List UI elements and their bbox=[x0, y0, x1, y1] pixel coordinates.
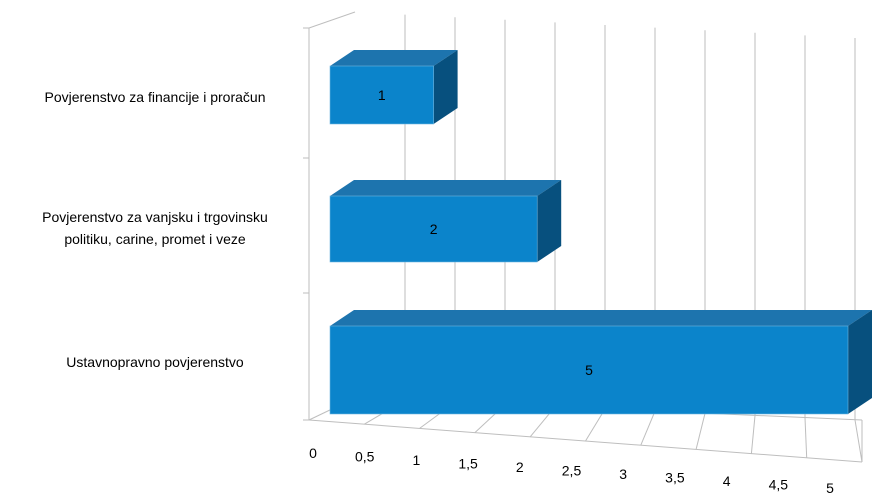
top-edge bbox=[308, 11, 356, 29]
x-tick-label: 4 bbox=[723, 473, 731, 489]
data-label: 2 bbox=[430, 221, 438, 237]
category-labels: Povjerenstvo za financije i proračun Povj… bbox=[42, 89, 268, 370]
bar-side-face bbox=[537, 180, 562, 262]
category-label: Ustavnopravno povjerenstvo bbox=[66, 354, 244, 370]
floor-gridline bbox=[640, 411, 656, 446]
x-tick-label: 0,5 bbox=[355, 449, 375, 465]
category-label-line: politiku, carine, promet i veze bbox=[64, 231, 246, 247]
x-tick-label: 3,5 bbox=[665, 470, 685, 486]
bar-front-face bbox=[329, 195, 538, 263]
x-tick-label: 1,5 bbox=[458, 456, 478, 472]
x-tick-label: 2 bbox=[516, 459, 524, 475]
bar-3: 5 bbox=[329, 310, 872, 415]
x-tick-label: 2,5 bbox=[562, 463, 582, 479]
category-label-line: Povjerenstvo za financije i proračun bbox=[44, 89, 265, 105]
bar-top-face bbox=[330, 180, 562, 196]
data-label: 5 bbox=[585, 362, 593, 378]
x-tick-label: 5 bbox=[826, 480, 834, 493]
category-label-line: Povjerenstvo za vanjsku i trgovinsku bbox=[42, 209, 268, 225]
floor-gridline bbox=[804, 417, 808, 458]
bar-top-face bbox=[330, 50, 458, 66]
floor-gridline bbox=[854, 419, 863, 463]
bar-front-face bbox=[329, 325, 849, 415]
bar-side-face bbox=[848, 310, 872, 414]
bar-front-face bbox=[329, 65, 434, 125]
floor-gridline bbox=[695, 413, 706, 450]
floor-gridline bbox=[750, 415, 756, 454]
bar-side-face bbox=[433, 50, 458, 124]
category-label: Povjerenstvo za financije i proračun bbox=[44, 89, 265, 105]
category-label: Povjerenstvo za vanjsku i trgovinsku poli… bbox=[42, 209, 268, 247]
category-label-line: Ustavnopravno povjerenstvo bbox=[66, 354, 244, 370]
x-axis-tick-labels: 0 0,5 1 1,5 2 2,5 3 3,5 4 4,5 5 bbox=[309, 445, 834, 493]
x-tick-label: 0 bbox=[309, 445, 317, 461]
x-tick-label: 3 bbox=[619, 466, 627, 482]
data-label: 1 bbox=[378, 87, 386, 103]
bar-top-face bbox=[330, 310, 872, 326]
x-tick-label: 4,5 bbox=[769, 477, 789, 493]
bar-2: 2 bbox=[329, 180, 562, 263]
x-tick-label: 1 bbox=[413, 452, 421, 468]
floor-gridline bbox=[585, 408, 606, 442]
bar-1: 1 bbox=[329, 50, 458, 125]
bars: 1 2 5 bbox=[329, 50, 872, 415]
